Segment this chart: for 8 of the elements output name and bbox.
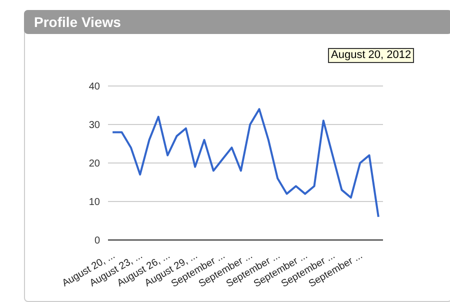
y-tick-label: 0 <box>94 236 100 247</box>
y-tick-label: 20 <box>88 158 100 170</box>
y-tick-label: 30 <box>88 120 100 132</box>
chart-title: Profile Views <box>24 10 450 34</box>
y-tick-label: 40 <box>88 82 100 93</box>
text: August 20, 2012 <box>328 48 414 63</box>
line-series <box>112 108 380 218</box>
y-tick-label: 10 <box>88 197 100 208</box>
